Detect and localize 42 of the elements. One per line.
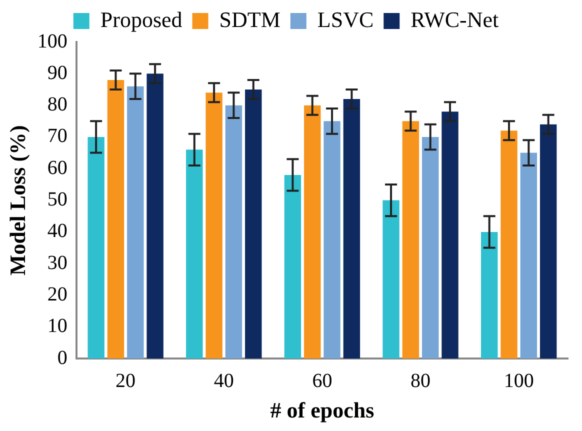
bar <box>343 98 360 359</box>
y-tick-label: 50 <box>47 188 68 211</box>
legend-label: SDTM <box>219 6 280 32</box>
bar <box>382 200 400 359</box>
y-tick-label: 30 <box>47 252 68 274</box>
bar <box>442 112 458 359</box>
legend-label: RWC-Net <box>410 6 499 32</box>
y-tick-label: 90 <box>47 62 68 84</box>
bar <box>284 174 302 359</box>
bar <box>127 86 144 359</box>
bar <box>225 105 242 359</box>
legend-label: LSVC <box>317 6 374 32</box>
y-tick-label: 40 <box>47 220 68 242</box>
y-tick-label: 20 <box>47 284 68 306</box>
x-tick-label: 60 <box>312 370 332 392</box>
x-tick-label: 100 <box>504 370 534 392</box>
bar <box>540 124 557 359</box>
y-tick-label: 80 <box>47 94 68 116</box>
bar <box>245 89 262 359</box>
x-tick-label: 80 <box>410 370 431 392</box>
bar <box>146 74 164 359</box>
bar <box>520 152 538 359</box>
bar <box>304 105 321 359</box>
bar <box>107 80 124 359</box>
bar <box>422 136 439 359</box>
y-tick-label: 70 <box>47 125 68 148</box>
bar <box>500 130 518 359</box>
y-tick-label: 10 <box>47 315 68 338</box>
bar <box>88 136 104 359</box>
x-tick-label: 40 <box>214 370 234 392</box>
y-tick-label: 0 <box>57 346 68 369</box>
bar <box>324 121 340 359</box>
y-axis-title: Model Loss (%) <box>4 125 30 276</box>
y-tick-label: 60 <box>47 156 68 179</box>
y-tick-label: 100 <box>37 30 68 52</box>
bar <box>480 232 498 359</box>
x-tick-label: 20 <box>116 370 136 392</box>
legend-label: Proposed <box>100 6 182 32</box>
bar <box>206 92 222 359</box>
x-axis-title: # of epochs <box>270 397 375 422</box>
bar <box>186 150 203 359</box>
bar <box>402 121 420 359</box>
